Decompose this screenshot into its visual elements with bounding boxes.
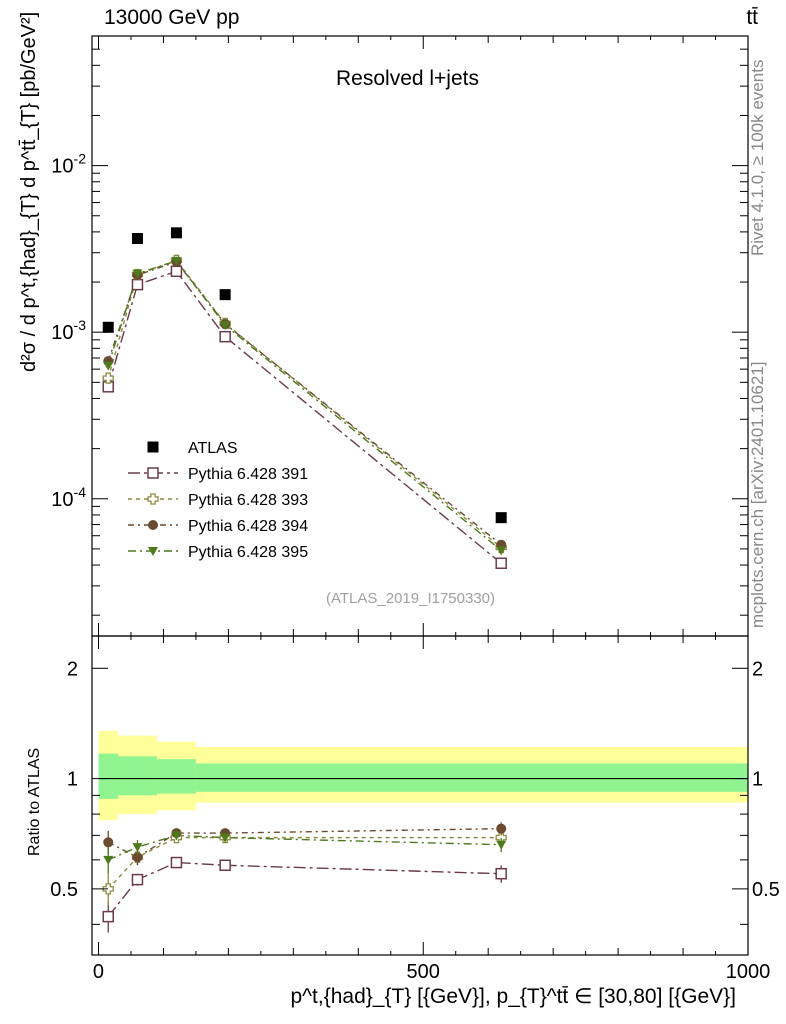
analysis-label: (ATLAS_2019_I1750330) xyxy=(326,590,496,607)
legend-marker-atlas xyxy=(147,441,159,453)
legend-marker-pythia-6-428-393 xyxy=(147,493,159,505)
ratio-point-pythia-6-428-395 xyxy=(220,833,231,843)
point-pythia-6-428-391 xyxy=(131,278,144,291)
plot-title: Resolved l+jets xyxy=(336,67,479,90)
y-tick-label: 10-3 xyxy=(51,317,86,344)
x-axis-label: p^t,{had}_{T} [{GeV}], p_{T}^tt̄ ∈ [30,8… xyxy=(290,985,737,1008)
band-inner-2 xyxy=(156,759,196,794)
ratio-line-pythia-6-428-391 xyxy=(107,861,502,918)
energy-label: 13000 GeV pp xyxy=(104,6,240,29)
point-pythia-6-428-395 xyxy=(103,361,114,371)
ratio-point-pythia-6-428-395 xyxy=(132,843,143,853)
ratio-line-pythia-6-428-394 xyxy=(107,827,502,859)
point-atlas xyxy=(131,233,143,245)
x-tick-label: 1000 xyxy=(726,961,771,983)
y-tick-label: 10-2 xyxy=(51,151,86,178)
point-pythia-6-428-395 xyxy=(132,269,143,279)
point-pythia-6-428-395 xyxy=(171,256,182,266)
legend-marker-pythia-6-428-395 xyxy=(148,547,158,556)
line-pythia-6-428-393 xyxy=(107,259,502,549)
legend-label-pythia-6-428-393: Pythia 6.428 393 xyxy=(188,492,308,509)
series-lines xyxy=(107,259,502,918)
legend-marker-pythia-6-428-391 xyxy=(147,467,159,479)
ratio-point-pythia-6-428-391 xyxy=(131,873,144,886)
point-pythia-6-428-395 xyxy=(220,321,231,331)
ratio-point-pythia-6-428-394 xyxy=(103,837,114,848)
uncertainty-bands xyxy=(98,730,749,821)
point-pythia-6-428-391 xyxy=(219,330,231,343)
point-pythia-6-428-391 xyxy=(495,557,507,570)
point-atlas xyxy=(102,321,114,333)
ratio-point-pythia-6-428-391 xyxy=(495,867,507,880)
ratio-point-pythia-6-428-391 xyxy=(102,910,114,923)
ratio-y-axis-label: Ratio to ATLAS xyxy=(26,747,43,856)
rivet-label: Rivet 4.1.0, ≥ 100k events xyxy=(748,59,767,256)
point-pythia-6-428-395 xyxy=(496,546,507,556)
legend-label-pythia-6-428-391: Pythia 6.428 391 xyxy=(188,466,308,483)
data-markers xyxy=(102,227,507,933)
ratio-point-pythia-6-428-391 xyxy=(170,856,183,869)
band-inner-1 xyxy=(117,756,157,796)
line-pythia-6-428-395 xyxy=(107,260,502,551)
band-inner-0 xyxy=(98,753,118,799)
ratio-point-pythia-6-428-395 xyxy=(103,855,114,865)
process-label: tt̄ xyxy=(746,6,758,29)
main-y-axis-label: d²σ / d p^t,{had}_{T} d p^tt̄_{T} [pb/Ge… xyxy=(18,11,40,372)
x-tick-label: 0 xyxy=(93,961,104,983)
legend-label-pythia-6-428-394: Pythia 6.428 394 xyxy=(188,518,308,535)
point-pythia-6-428-391 xyxy=(170,265,183,278)
point-atlas xyxy=(219,289,231,301)
ratio-point-pythia-6-428-394 xyxy=(496,823,507,834)
ratio-point-pythia-6-428-395 xyxy=(496,840,507,850)
legend-label-atlas: ATLAS xyxy=(188,440,238,457)
ratio-y-tick-label-right: 0.5 xyxy=(752,879,780,901)
mcplots-label: mcplots.cern.ch [arXiv:2401.10621] xyxy=(748,361,767,628)
ratio-point-pythia-6-428-395 xyxy=(171,831,182,841)
ratio-point-pythia-6-428-394 xyxy=(132,852,143,863)
ratio-line-pythia-6-428-393 xyxy=(107,836,502,890)
ratio-y-tick-label-left: 2 xyxy=(67,658,78,680)
point-atlas xyxy=(170,227,182,239)
ratio-y-tick-label-right: 2 xyxy=(752,658,763,680)
ratio-point-pythia-6-428-391 xyxy=(219,859,231,872)
ratio-point-pythia-6-428-393 xyxy=(102,883,114,895)
legend-label-pythia-6-428-395: Pythia 6.428 395 xyxy=(188,544,308,561)
ratio-y-tick-label-right: 1 xyxy=(752,769,763,791)
band-inner-3 xyxy=(195,763,749,792)
point-pythia-6-428-393 xyxy=(102,372,114,384)
x-tick-label: 500 xyxy=(407,961,440,983)
ratio-y-tick-label-left: 1 xyxy=(67,769,78,791)
ratio-y-tick-label-left: 0.5 xyxy=(50,879,78,901)
legend: ATLAS Pythia 6.428 391 Pythia 6.428 393 Pyt… xyxy=(128,440,308,561)
point-atlas xyxy=(495,512,507,524)
y-tick-label: 10-4 xyxy=(51,484,86,511)
legend-marker-pythia-6-428-394 xyxy=(148,520,158,530)
